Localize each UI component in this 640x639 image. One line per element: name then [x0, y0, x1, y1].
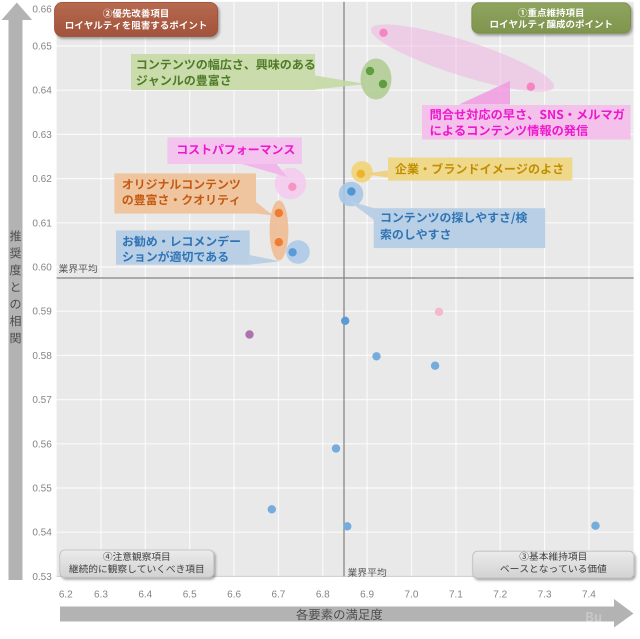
svg-text:0.54: 0.54: [32, 528, 52, 539]
svg-text:7.0: 7.0: [405, 590, 419, 601]
svg-text:0.63: 0.63: [32, 130, 52, 141]
svg-text:0.61: 0.61: [32, 218, 52, 229]
svg-text:0.59: 0.59: [32, 307, 52, 318]
svg-text:6.3: 6.3: [94, 590, 108, 601]
svg-text:0.65: 0.65: [32, 42, 52, 53]
svg-text:6.5: 6.5: [183, 590, 197, 601]
svg-text:6.6: 6.6: [227, 590, 241, 601]
svg-text:0.64: 0.64: [32, 86, 52, 97]
svg-text:7.3: 7.3: [538, 590, 552, 601]
svg-text:7.4: 7.4: [582, 590, 596, 601]
svg-text:0.62: 0.62: [32, 174, 52, 185]
svg-text:7.2: 7.2: [493, 590, 507, 601]
svg-text:0.56: 0.56: [32, 439, 52, 450]
svg-text:0.58: 0.58: [32, 351, 52, 362]
svg-text:6.8: 6.8: [316, 590, 330, 601]
svg-text:6.2: 6.2: [59, 590, 73, 601]
svg-text:6.4: 6.4: [138, 590, 152, 601]
svg-text:0.66: 0.66: [32, 5, 52, 16]
svg-text:6.9: 6.9: [360, 590, 374, 601]
svg-text:0.55: 0.55: [32, 484, 52, 495]
svg-text:0.57: 0.57: [32, 395, 52, 406]
svg-text:0.53: 0.53: [32, 572, 52, 583]
svg-text:6.7: 6.7: [271, 590, 285, 601]
svg-text:0.60: 0.60: [32, 263, 52, 274]
svg-text:7.1: 7.1: [449, 590, 463, 601]
